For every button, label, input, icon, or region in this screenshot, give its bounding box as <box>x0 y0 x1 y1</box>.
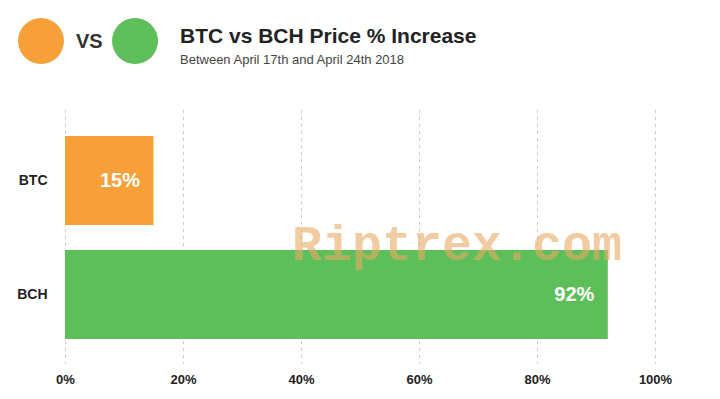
svg-text:15%: 15% <box>100 169 140 191</box>
svg-text:60%: 60% <box>406 372 432 387</box>
svg-text:BTC: BTC <box>19 172 48 188</box>
svg-text:0%: 0% <box>56 372 75 387</box>
html-text:Between April 17th and April 2: Between April 17th and April 24th 2018 <box>180 52 405 67</box>
html-text:VS: VS <box>76 30 103 52</box>
svg-text:BCH: BCH <box>17 286 47 302</box>
svg-text:80%: 80% <box>524 372 550 387</box>
svg-text:40%: 40% <box>288 372 314 387</box>
svg-text:92%: 92% <box>554 283 594 305</box>
html-text:Riptrex.com: Riptrex.com <box>292 218 623 275</box>
svg-text:20%: 20% <box>170 372 196 387</box>
html-text:BTC vs BCH Price % Increase: BTC vs BCH Price % Increase <box>180 24 477 47</box>
svg-text:100%: 100% <box>639 372 673 387</box>
